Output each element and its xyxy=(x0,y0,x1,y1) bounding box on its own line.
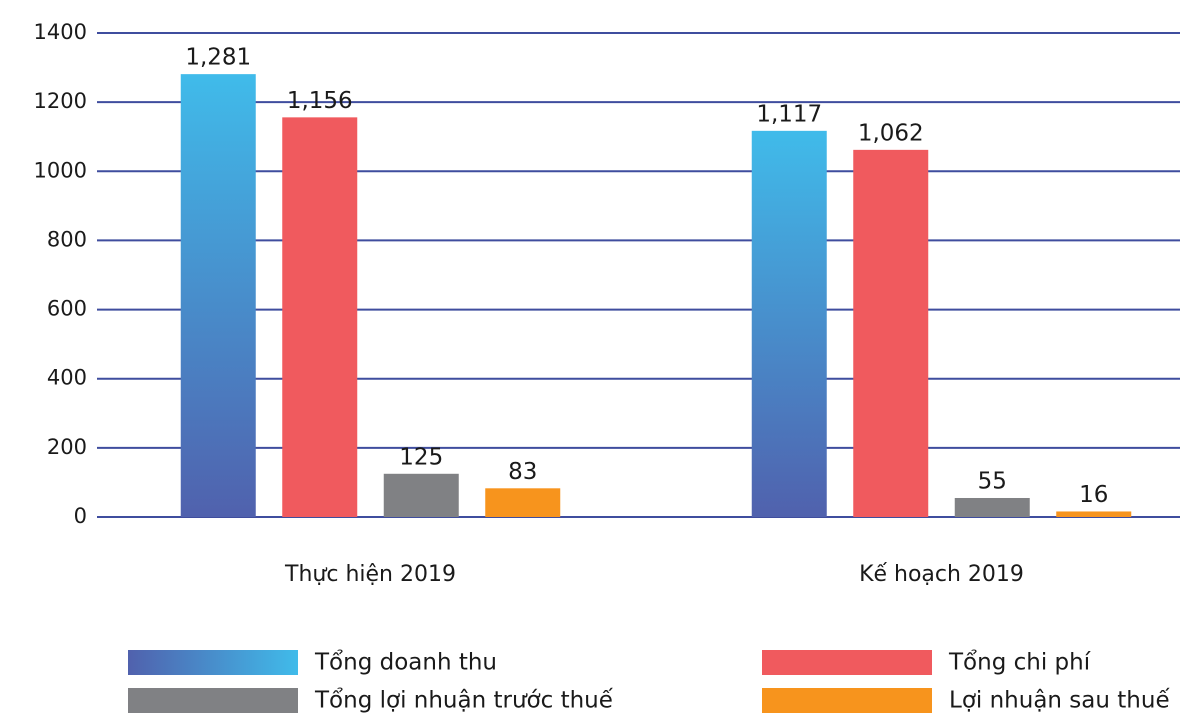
value-label: 125 xyxy=(399,444,443,470)
bar xyxy=(485,488,561,517)
y-tick-label: 1000 xyxy=(34,158,87,182)
bar xyxy=(751,130,827,517)
bar xyxy=(180,74,256,517)
bar xyxy=(954,497,1030,517)
legend-label: Tổng chi phí xyxy=(948,650,1091,676)
value-label: 55 xyxy=(978,468,1007,494)
value-label: 1,062 xyxy=(858,120,924,146)
value-label: 1,117 xyxy=(756,101,822,127)
bar xyxy=(1056,511,1132,517)
legend-swatch xyxy=(762,688,932,713)
legend-label: Tổng doanh thu xyxy=(314,650,497,676)
y-tick-label: 0 xyxy=(74,504,87,528)
bar xyxy=(282,117,358,518)
value-label: 83 xyxy=(508,459,537,485)
legend-label: Lợi nhuận sau thuế xyxy=(949,688,1170,714)
y-tick-label: 200 xyxy=(47,435,87,459)
y-tick-label: 400 xyxy=(47,366,87,390)
legend-swatch xyxy=(128,688,298,713)
y-tick-label: 600 xyxy=(47,297,87,321)
value-label: 1,281 xyxy=(185,45,251,71)
y-tick-label: 800 xyxy=(47,227,87,251)
value-label: 16 xyxy=(1079,482,1108,508)
bar xyxy=(853,149,929,517)
x-tick-label: Kế hoạch 2019 xyxy=(859,562,1024,587)
value-label: 1,156 xyxy=(287,88,353,114)
y-tick-label: 1400 xyxy=(34,20,87,44)
legend-swatch xyxy=(762,650,932,675)
x-tick-label: Thực hiện 2019 xyxy=(284,562,456,587)
legend-swatch xyxy=(128,650,298,675)
legend-label: Tổng lợi nhuận trước thuế xyxy=(314,688,614,714)
bar xyxy=(383,473,459,517)
y-tick-label: 1200 xyxy=(34,89,87,113)
